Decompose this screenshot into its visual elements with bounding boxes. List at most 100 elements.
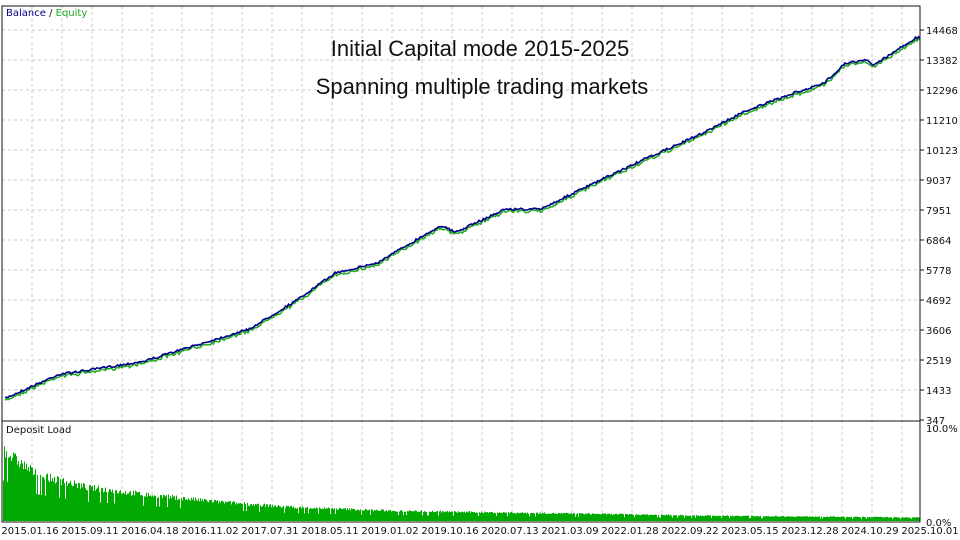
deposit-load-bar (271, 507, 272, 521)
deposit-load-bar (112, 489, 113, 521)
annotation-line-2: Spanning multiple trading markets (316, 74, 649, 99)
deposit-load-bar (743, 515, 744, 521)
deposit-load-bar (838, 516, 839, 521)
deposit-load-bars (3, 446, 920, 521)
deposit-load-bar (509, 513, 510, 521)
deposit-load-bar (337, 509, 338, 521)
deposit-load-bar (622, 513, 623, 521)
deposit-load-bar (265, 506, 266, 521)
deposit-load-bar (472, 511, 473, 521)
deposit-load-bar (859, 517, 860, 521)
deposit-load-bar (83, 483, 84, 521)
deposit-load-bar (344, 508, 345, 521)
deposit-load-bar (205, 499, 206, 521)
deposit-load-bar (48, 480, 49, 521)
deposit-load-bar (152, 495, 153, 521)
deposit-load-bar (49, 482, 50, 521)
deposit-load-bar (27, 470, 28, 521)
deposit-load-bar (123, 492, 124, 521)
deposit-load-bar (102, 487, 103, 521)
deposit-load-bar (598, 514, 599, 521)
deposit-load-bar (800, 516, 801, 521)
deposit-load-bar (876, 516, 877, 521)
deposit-load-bar (816, 516, 817, 521)
deposit-load-bar (740, 516, 741, 521)
deposit-load-bar (215, 499, 216, 521)
deposit-load-bar (870, 517, 871, 521)
deposit-load-bar (623, 514, 624, 521)
deposit-load-bar (61, 485, 62, 521)
deposit-load-bar (763, 515, 764, 521)
deposit-load-bar (144, 496, 145, 521)
deposit-load-bar (864, 517, 865, 521)
deposit-load-bar (896, 517, 897, 521)
deposit-load-bar (31, 467, 32, 521)
deposit-load-bar (645, 514, 646, 521)
deposit-load-bar (789, 516, 790, 521)
deposit-load-bar (33, 474, 34, 521)
deposit-load-bar (678, 515, 679, 521)
deposit-load-bar (301, 508, 302, 521)
deposit-load-bar (202, 499, 203, 521)
deposit-load-bar (47, 473, 48, 521)
deposit-load-bar (757, 516, 758, 521)
deposit-load-bar (70, 480, 71, 521)
deposit-load-bar (342, 509, 343, 521)
deposit-load-bar (717, 515, 718, 521)
deposit-load-bar (590, 514, 591, 521)
deposit-load-bar (404, 511, 405, 521)
deposit-load-bar (221, 500, 222, 521)
deposit-load-bar (167, 507, 168, 521)
deposit-load-bar (915, 517, 916, 521)
deposit-load-bar (200, 498, 201, 521)
deposit-load-bar (417, 511, 418, 521)
deposit-load-bar (247, 502, 248, 521)
deposit-load-bar (241, 503, 242, 521)
deposit-load-bar (66, 481, 67, 521)
deposit-load-bar (532, 512, 533, 521)
y-tick-label: 10123 (926, 146, 958, 157)
deposit-load-bar (510, 512, 511, 521)
deposit-load-bar (447, 510, 448, 521)
deposit-load-bar (209, 500, 210, 521)
x-tick-label: 2015.01.16 (1, 526, 58, 537)
deposit-load-bar (520, 512, 521, 521)
deposit-load-bar (347, 508, 348, 521)
deposit-load-bar (193, 497, 194, 521)
deposit-load-bar (217, 499, 218, 521)
deposit-load-bar (620, 513, 621, 521)
deposit-load-bar (283, 505, 284, 521)
deposit-load-bar (845, 518, 846, 521)
deposit-load-bar (140, 495, 141, 521)
deposit-load-bar (764, 516, 765, 521)
x-tick-label: 2020.07.13 (481, 526, 538, 537)
deposit-load-bar (438, 515, 439, 521)
deposit-load-bar (839, 517, 840, 521)
deposit-load-bar (488, 513, 489, 521)
deposit-load-bar (327, 508, 328, 521)
deposit-load-bar (45, 495, 46, 521)
deposit-load-bar (364, 510, 365, 521)
deposit-load-bar (633, 515, 634, 521)
x-tick-label: 2025.10.01 (901, 526, 958, 537)
deposit-load-bar (264, 503, 265, 521)
deposit-load-bar (403, 515, 404, 521)
deposit-load-bar (176, 495, 177, 521)
deposit-load-bar (852, 518, 853, 521)
deposit-load-bar (106, 492, 107, 521)
deposit-load-bar (477, 512, 478, 521)
deposit-load-bar (67, 485, 68, 521)
deposit-load-bar (80, 488, 81, 521)
deposit-load-bar (843, 516, 844, 521)
deposit-load-bar (889, 517, 890, 521)
deposit-load-bar (117, 493, 118, 521)
deposit-load-bar (475, 512, 476, 521)
deposit-load-bar (345, 508, 346, 521)
deposit-load-bar (384, 511, 385, 521)
deposit-load-bar (811, 516, 812, 521)
deposit-load-bar (498, 512, 499, 521)
deposit-load-bar (827, 516, 828, 521)
deposit-load-bar (570, 513, 571, 521)
deposit-load-bar (448, 512, 449, 521)
deposit-load-bar (260, 505, 261, 521)
